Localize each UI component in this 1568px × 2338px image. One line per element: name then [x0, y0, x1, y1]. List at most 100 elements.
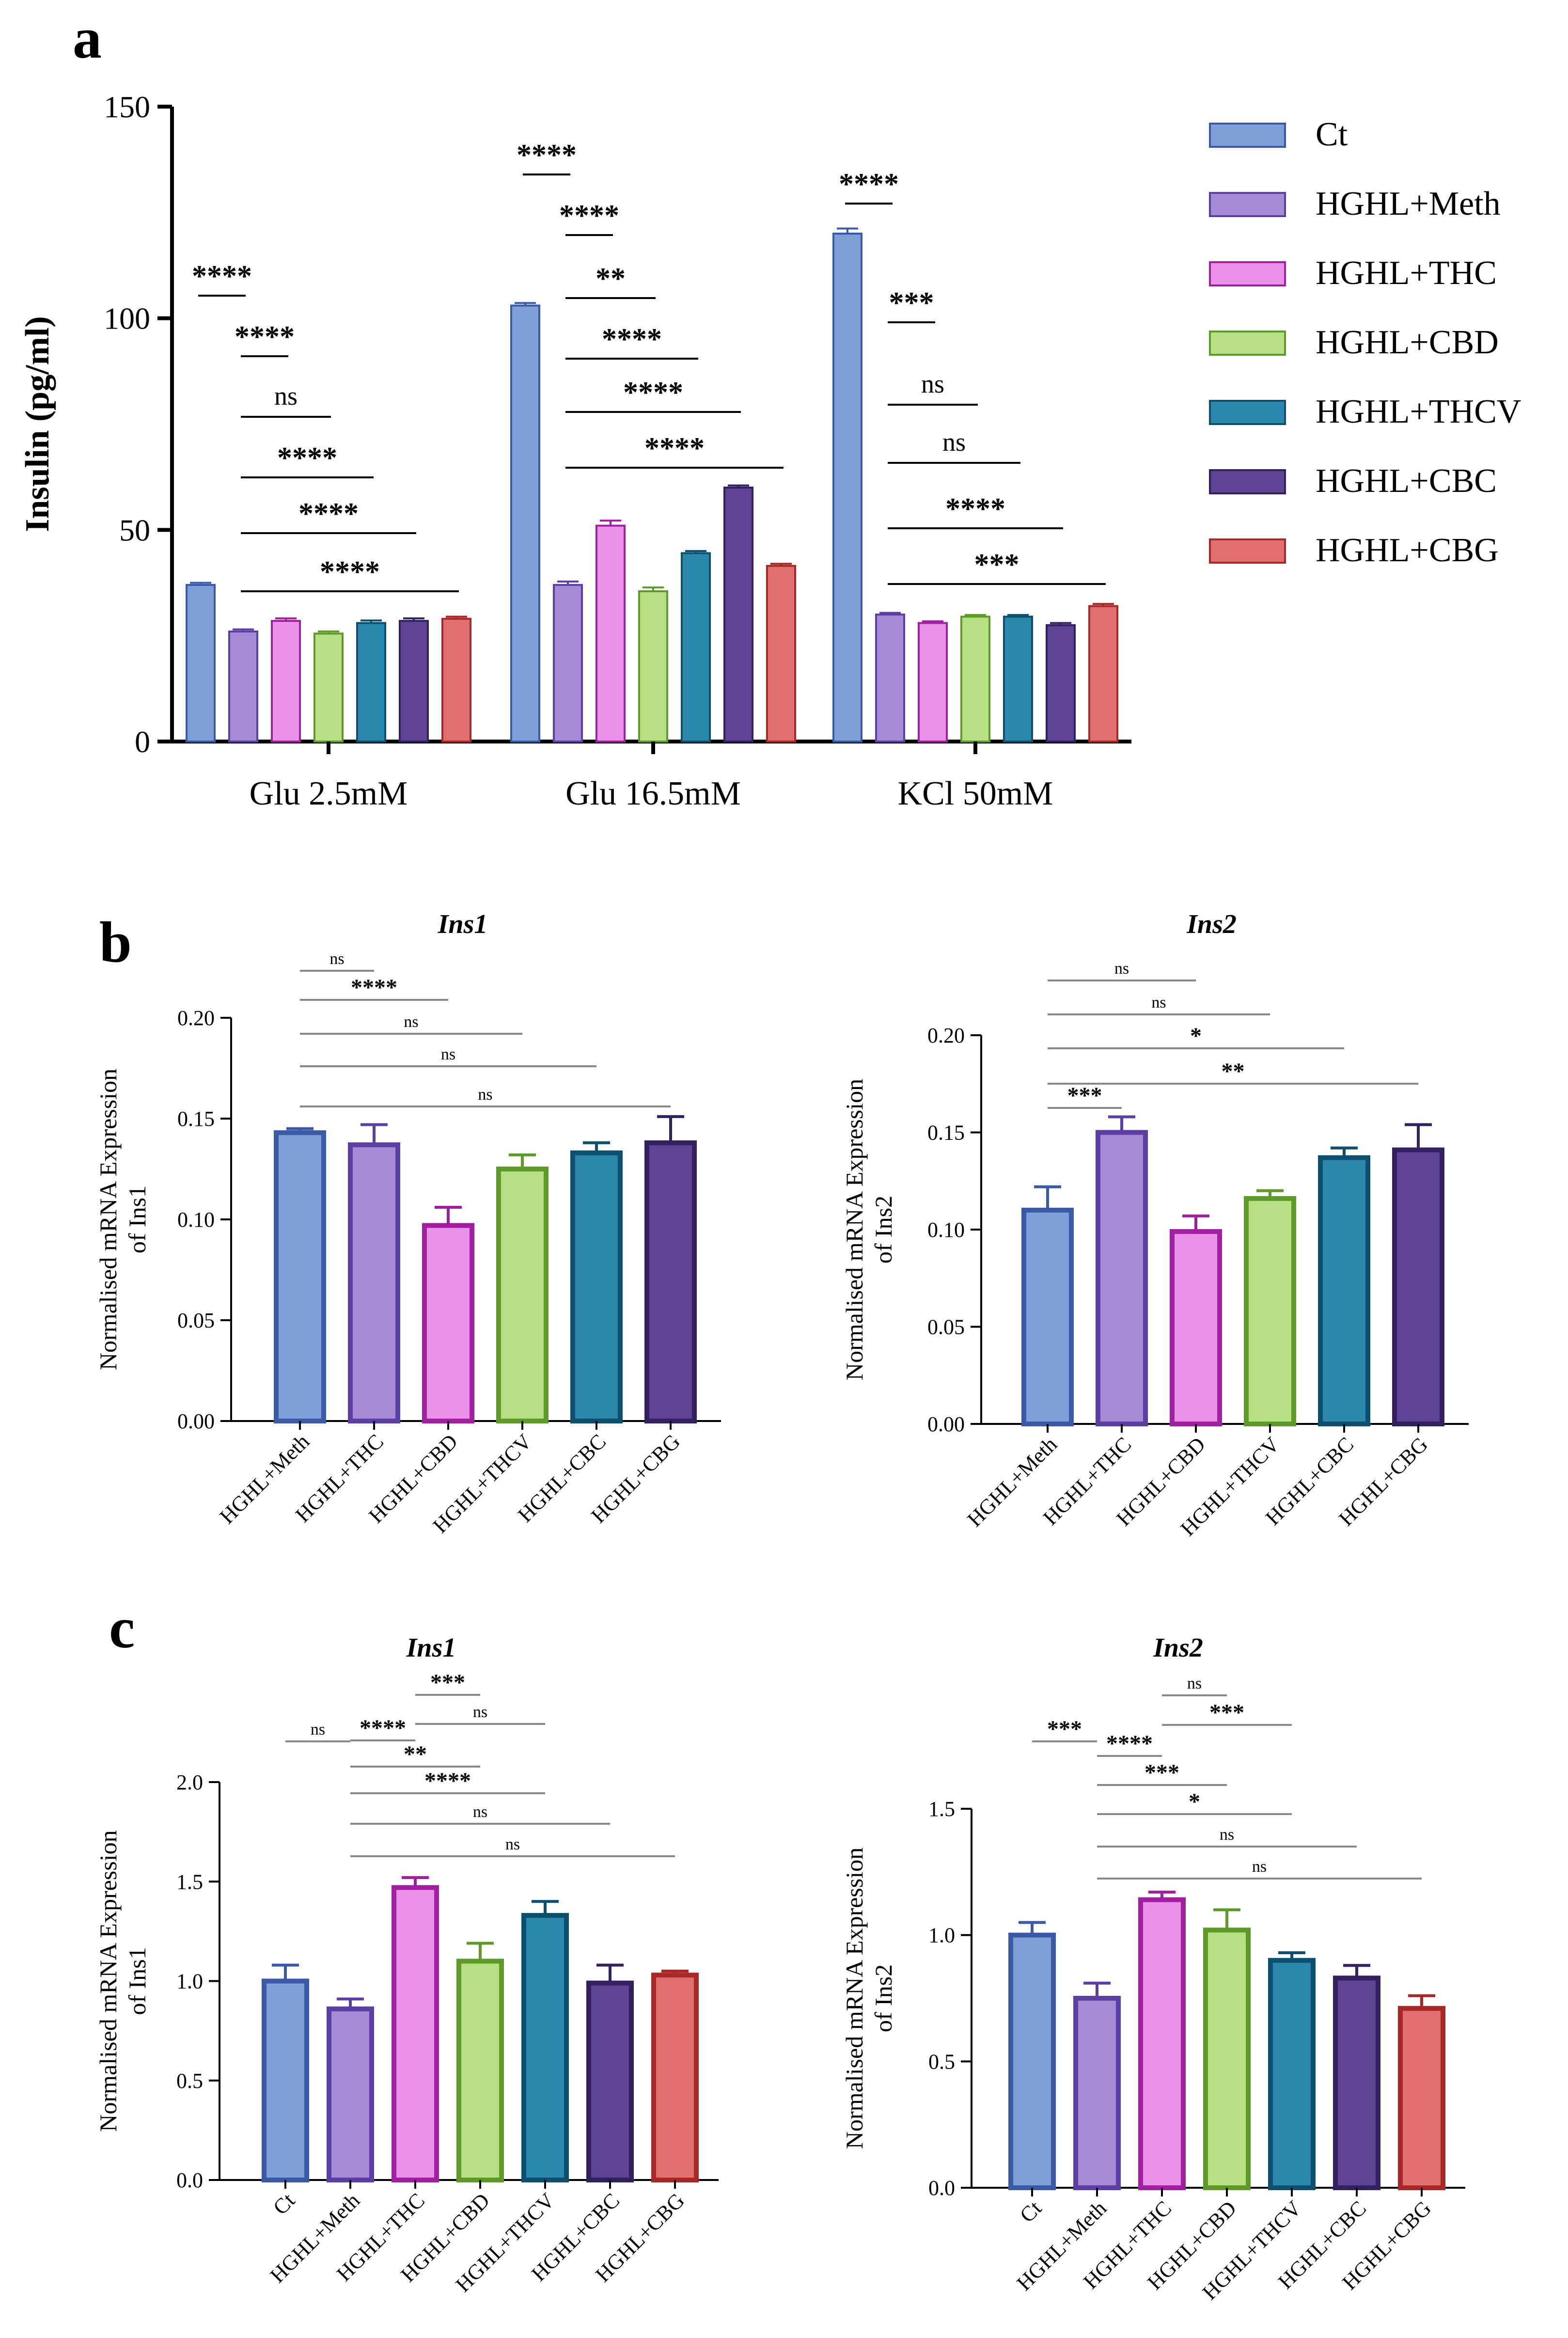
a-significance-label: ***: [889, 286, 934, 319]
x-tick-label: Ct: [1015, 2196, 1046, 2227]
a-significance-label: ****: [644, 432, 705, 465]
significance-label: ****: [424, 1768, 471, 1794]
bar: [1021, 1207, 1074, 1426]
bar: [1318, 1155, 1370, 1426]
significance-label: ***: [1145, 1760, 1179, 1785]
bar: [1333, 1975, 1380, 2190]
a-bar: [960, 616, 990, 743]
a-x-tick-label: Glu 16.5mM: [565, 775, 741, 812]
panel-label-b: b: [99, 910, 132, 974]
a-bar: [1003, 616, 1033, 743]
significance-label: ns: [473, 1803, 487, 1821]
a-legend-label: Ct: [1316, 116, 1348, 153]
panel-label-a: a: [73, 6, 102, 70]
chart-a: 0 50 100 150 Insulin (pg/ml) Glu 2.5mM Glu 16.…: [19, 90, 1521, 812]
a-y-axis-title: Insulin (pg/ml): [19, 316, 56, 532]
y-tick-label: 0.05: [177, 1309, 215, 1332]
a-significance-label: ****: [235, 320, 295, 353]
x-tick-label: Ct: [268, 2188, 299, 2219]
a-legend-swatch: [1209, 123, 1286, 148]
bar: [1170, 1229, 1222, 1426]
a-significance-label: ns: [942, 427, 966, 457]
a-bar: [766, 565, 796, 742]
y-tick-label: 0.10: [927, 1218, 965, 1242]
a-bar: [186, 584, 216, 743]
a-y-tick-label: 100: [104, 301, 150, 336]
bar: [1244, 1196, 1296, 1427]
y-tick-label: 0.15: [927, 1121, 965, 1145]
bar: [348, 1142, 400, 1424]
a-y-tick-label: 0: [135, 725, 150, 759]
significance-label: ns: [1114, 960, 1129, 978]
a-y-tick-label: 50: [119, 513, 150, 547]
a-legend-swatch: [1209, 469, 1286, 494]
y-tick-label: 0.00: [177, 1409, 215, 1433]
bar: [586, 1980, 634, 2182]
a-bar: [1088, 605, 1118, 742]
y-tick-label: 0.5: [176, 2069, 203, 2093]
chart-c-ins2: 0.0 0.5 1.0 1.5 Ins2 Normalised mRNA Expressi…: [841, 1633, 1465, 2305]
y-tick-label: 0.10: [177, 1208, 215, 1232]
bar: [392, 1885, 439, 2182]
bar: [422, 1223, 474, 1423]
a-legend-label: HGHL+CBC: [1316, 462, 1497, 500]
bar: [1008, 1932, 1056, 2191]
a-significance-label: ****: [602, 323, 662, 356]
significance-label: ***: [1067, 1083, 1102, 1108]
bar: [1138, 1897, 1186, 2190]
y-tick-label: 0.20: [177, 1006, 215, 1030]
a-significance-label: ns: [921, 369, 944, 398]
significance-label: ns: [505, 1835, 520, 1853]
a-bar: [596, 524, 626, 742]
a-significance-label: ****: [298, 497, 359, 530]
significance-label: ****: [1106, 1731, 1153, 1756]
panel-label-c: c: [109, 1596, 135, 1660]
a-legend-label: HGHL+CBD: [1316, 324, 1499, 361]
bar: [1398, 2006, 1445, 2191]
a-bar: [832, 233, 862, 742]
y-axis-title: Normalised mRNA Expression: [841, 1848, 868, 2149]
a-bar: [1046, 624, 1076, 743]
a-bar: [399, 620, 429, 742]
bar: [274, 1130, 326, 1424]
a-significance-label: ****: [839, 168, 899, 201]
significance-label: ns: [329, 950, 344, 968]
bar: [1392, 1147, 1444, 1427]
chart-b-ins2: 0.00 0.05 0.10 0.15 0.20 Ins2 Normalised mRNA …: [841, 909, 1469, 1541]
a-significance-label: ****: [277, 442, 337, 474]
significance-label: **: [1222, 1058, 1245, 1084]
significance-label: **: [404, 1741, 427, 1767]
significance-label: ns: [473, 1703, 487, 1721]
significance-label: ns: [404, 1013, 418, 1031]
a-significance-label: ****: [192, 260, 252, 293]
a-legend-swatch: [1209, 192, 1286, 217]
a-significance-label: ****: [623, 376, 683, 409]
y-tick-label: 1.0: [928, 1924, 955, 1947]
y-tick-label: 0.0: [928, 2176, 955, 2200]
y-tick-label: 0.5: [928, 2050, 955, 2073]
y-axis-title-line2: of Ins2: [870, 1964, 897, 2032]
bar: [651, 1973, 699, 2183]
a-bar: [681, 552, 711, 743]
y-tick-label: 0.15: [177, 1107, 215, 1131]
a-bar: [553, 584, 583, 743]
a-significance-label: ****: [320, 555, 380, 588]
significance-label: ns: [1220, 1826, 1234, 1844]
bar: [496, 1167, 549, 1423]
a-significance-label: **: [596, 262, 626, 295]
significance-label: ns: [311, 1721, 325, 1738]
chart-title: Ins2: [1153, 1633, 1203, 1663]
a-significance-label: ****: [945, 492, 1005, 525]
bar: [262, 1978, 309, 2182]
y-tick-label: 1.5: [928, 1797, 955, 1821]
y-tick-label: 0.00: [927, 1412, 965, 1436]
a-bar: [875, 614, 905, 742]
a-legend-swatch: [1209, 331, 1286, 356]
a-legend-label: HGHL+Meth: [1316, 185, 1501, 222]
bar: [570, 1150, 623, 1423]
bar: [1203, 1927, 1251, 2190]
a-legend-swatch: [1209, 538, 1286, 564]
a-bar: [356, 622, 386, 743]
significance-label: *: [1189, 1789, 1200, 1815]
a-legend-swatch: [1209, 261, 1286, 286]
